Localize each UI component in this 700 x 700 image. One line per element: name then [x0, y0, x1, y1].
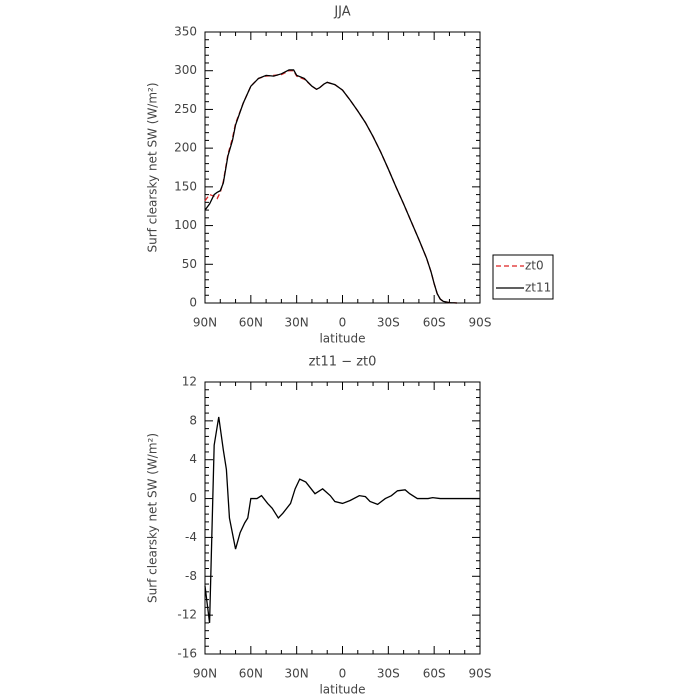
data-line	[204, 69, 458, 304]
legend-box	[492, 254, 554, 300]
chart-title: zt11 − zt0	[309, 355, 377, 370]
y-tick-label: 350	[174, 25, 197, 39]
x-axis-label: latitude	[319, 683, 365, 697]
y-tick-label: -12	[177, 608, 197, 622]
legend-label: zt11	[525, 281, 551, 295]
y-tick-label: -16	[177, 647, 197, 661]
y-tick-label: 200	[174, 141, 197, 155]
y-tick-label: 0	[189, 296, 197, 310]
y-axis-label: Surf clearsky net SW (W/m²)	[146, 82, 160, 252]
y-tick-label: 12	[182, 375, 197, 389]
y-tick-label: 8	[189, 413, 197, 427]
x-tick-label: 0	[339, 667, 347, 681]
y-tick-label: 50	[182, 257, 197, 271]
x-tick-label: 60S	[423, 316, 446, 330]
x-tick-label: 90N	[193, 667, 217, 681]
x-tick-label: 30N	[285, 316, 309, 330]
y-tick-label: 4	[189, 452, 197, 466]
y-tick-label: 0	[189, 491, 197, 505]
y-tick-label: 300	[174, 63, 197, 77]
y-tick-label: -4	[185, 530, 197, 544]
plot-frame	[204, 31, 481, 304]
x-tick-label: 60N	[239, 667, 263, 681]
x-tick-label: 30N	[285, 667, 309, 681]
legend-label: zt0	[525, 259, 544, 273]
chart-title: JJA	[333, 5, 350, 20]
x-tick-label: 60N	[239, 316, 263, 330]
x-tick-label: 30S	[377, 667, 400, 681]
x-axis-label: latitude	[319, 332, 365, 346]
plot-frame	[204, 381, 481, 655]
x-tick-label: 90N	[193, 316, 217, 330]
x-tick-label: 90S	[469, 316, 492, 330]
y-axis-label: Surf clearsky net SW (W/m²)	[146, 433, 160, 603]
y-tick-label: -8	[185, 569, 197, 583]
y-tick-label: 100	[174, 218, 197, 232]
y-tick-label: 250	[174, 102, 197, 116]
x-tick-label: 30S	[377, 316, 400, 330]
y-tick-label: 150	[174, 179, 197, 193]
x-tick-label: 0	[339, 316, 347, 330]
x-tick-label: 90S	[469, 667, 492, 681]
data-line	[204, 416, 480, 623]
x-tick-label: 60S	[423, 667, 446, 681]
